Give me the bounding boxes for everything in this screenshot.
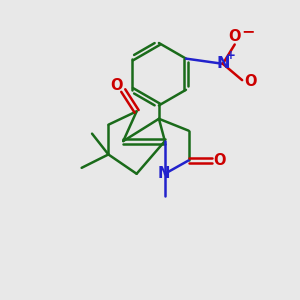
Text: −: − bbox=[242, 25, 255, 40]
Text: N: N bbox=[216, 56, 230, 71]
Text: O: O bbox=[244, 74, 257, 89]
Text: O: O bbox=[214, 153, 226, 168]
Text: N: N bbox=[158, 166, 170, 181]
Text: +: + bbox=[226, 49, 236, 62]
Text: O: O bbox=[110, 78, 123, 93]
Text: O: O bbox=[229, 29, 241, 44]
